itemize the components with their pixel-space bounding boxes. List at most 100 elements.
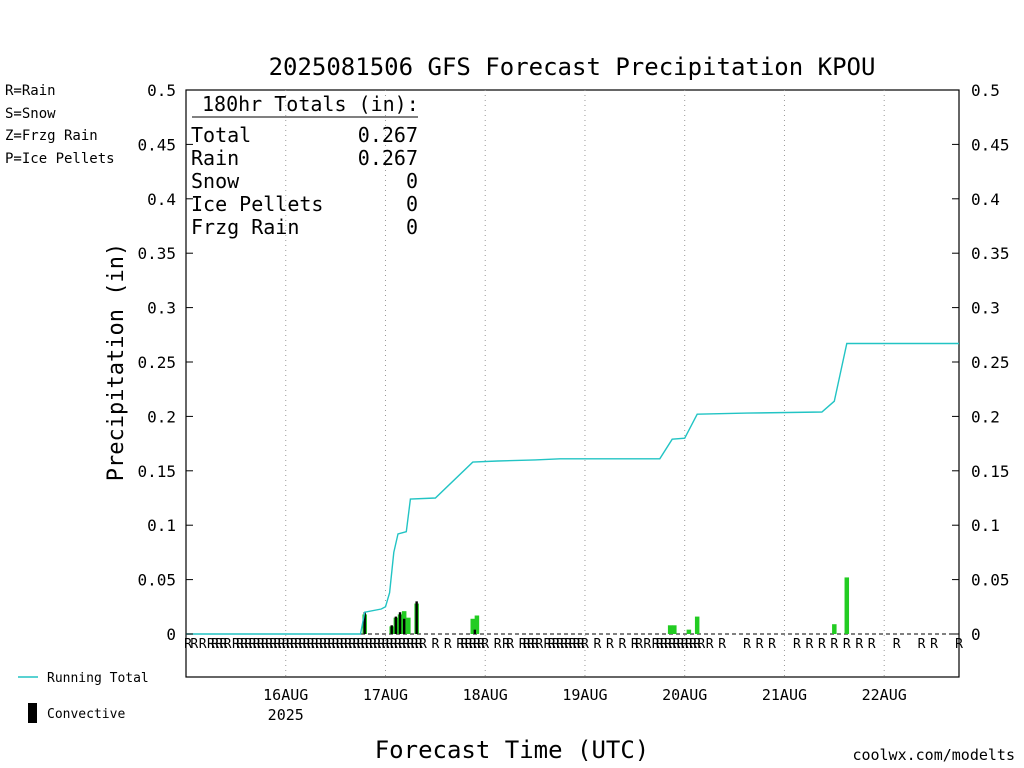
rain-type-marker: R <box>868 637 876 652</box>
rain-type-marker: R <box>373 637 381 652</box>
y-tick-label-right: 0.15 <box>971 462 1010 481</box>
rain-type-marker: R <box>618 637 626 652</box>
rain-type-marker: R <box>398 637 406 652</box>
rain-type-marker: R <box>577 637 585 652</box>
convective-bar <box>415 601 418 634</box>
rain-type-marker: R <box>465 637 473 652</box>
rain-bar <box>832 624 837 634</box>
rain-type-marker: R <box>328 637 336 652</box>
rain-type-marker: R <box>689 637 697 652</box>
totals-value-frzg: 0 <box>406 215 418 239</box>
rain-type-marker: R <box>535 637 543 652</box>
rain-type-marker: R <box>672 637 680 652</box>
rain-type-marker: R <box>199 637 207 652</box>
rain-type-marker: R <box>573 637 581 652</box>
rain-type-marker: R <box>190 637 198 652</box>
totals-value-total: 0.267 <box>358 123 418 147</box>
rain-type-marker: R <box>805 637 813 652</box>
rain-type-marker: R <box>664 637 672 652</box>
x-tick-sublabel: 2025 <box>268 706 304 724</box>
tick-layer: 16AUG 2025 17AUG 18AUG 19AUG 20AUG 21AUG 22AUG 0… <box>137 81 1009 724</box>
x-tick-label: 18AUG <box>463 686 508 704</box>
rain-type-marker: R <box>594 637 602 652</box>
y-tick-label-right: 0 <box>971 625 981 644</box>
totals-value-ice: 0 <box>406 192 418 216</box>
y-tick-label-right: 0.05 <box>971 571 1010 590</box>
rain-type-marker: R <box>332 637 340 652</box>
rain-type-marker: R <box>336 637 344 652</box>
rain-type-marker: R <box>244 637 252 652</box>
convective-bar <box>363 612 366 634</box>
rain-type-marker: R <box>855 637 863 652</box>
rain-type-marker: R <box>184 637 192 652</box>
rain-type-marker: R <box>656 637 664 652</box>
x-tick-label: 16AUG <box>263 686 308 704</box>
rain-type-marker: R <box>282 637 290 652</box>
bar-layer <box>362 577 850 634</box>
rain-type-marker: R <box>265 637 273 652</box>
rain-type-marker: R <box>382 637 390 652</box>
rain-type-marker: R <box>793 637 801 652</box>
totals-box: 180hr Totals (in): Total 0.267 Rain 0.26… <box>191 92 419 239</box>
rain-type-marker: R <box>311 637 319 652</box>
x-tick-label: 17AUG <box>363 686 408 704</box>
rain-type-marker: R <box>556 637 564 652</box>
rain-bar <box>844 577 850 634</box>
rain-type-marker: R <box>407 637 415 652</box>
totals-label-rain: Rain <box>191 146 239 170</box>
rain-type-marker: R <box>635 637 643 652</box>
y-tick-label-left: 0 <box>166 625 176 644</box>
convective-legend-label: Convective <box>47 707 125 722</box>
y-tick-label-right: 0.35 <box>971 244 1010 263</box>
rain-type-marker: R <box>697 637 705 652</box>
rain-type-marker: R <box>477 637 485 652</box>
x-tick-label: 21AUG <box>762 686 807 704</box>
y-tick-label-left: 0.2 <box>147 407 176 426</box>
running-total-line <box>186 342 959 635</box>
rain-type-marker: R <box>469 637 477 652</box>
y-tick-label-left: 0.3 <box>147 299 176 318</box>
rain-type-marker: R <box>365 637 373 652</box>
rain-type-marker: R <box>207 637 215 652</box>
y-tick-label-right: 0.4 <box>971 190 1000 209</box>
rain-type-marker: R <box>394 637 402 652</box>
rain-bar <box>686 629 692 634</box>
rain-bar <box>667 625 673 634</box>
convective-bar <box>402 618 406 634</box>
rain-type-marker: R <box>431 637 439 652</box>
rain-type-marker: R <box>643 637 651 652</box>
rain-type-marker: R <box>527 637 535 652</box>
y-tick-label-left: 0.15 <box>137 462 176 481</box>
line-layer <box>186 342 959 635</box>
rain-type-marker: R <box>531 637 539 652</box>
series-legend: Running Total Convective <box>18 671 149 723</box>
convective-bar <box>394 616 398 634</box>
x-axis-label: Forecast Time (UTC) <box>375 736 650 764</box>
totals-header: 180hr Totals (in): <box>202 92 419 116</box>
rain-type-marker: R <box>257 637 265 652</box>
rain-type-marker: R <box>519 637 527 652</box>
totals-value-snow: 0 <box>406 169 418 193</box>
totals-label-ice: Ice Pellets <box>191 192 323 216</box>
rain-type-marker: R <box>564 637 572 652</box>
rain-type-marker: R <box>361 637 369 652</box>
legend-snow: S=Snow <box>5 106 56 122</box>
rain-type-marker: R <box>660 637 668 652</box>
x-tick-label: 22AUG <box>862 686 907 704</box>
rain-type-marker: R <box>369 637 377 652</box>
rain-type-marker: R <box>718 637 726 652</box>
rain-type-marker: R <box>631 637 639 652</box>
rain-type-marker: R <box>569 637 577 652</box>
rain-type-marker: R <box>211 637 219 652</box>
totals-label-snow: Snow <box>191 169 240 193</box>
y-tick-label-left: 0.5 <box>147 81 176 100</box>
y-tick-label-right: 0.1 <box>971 516 1000 535</box>
rain-type-marker: R <box>352 637 360 652</box>
rain-type-marker: R <box>652 637 660 652</box>
rain-type-marker: R <box>357 637 365 652</box>
rain-type-marker: R <box>319 637 327 652</box>
rain-type-marker: R <box>830 637 838 652</box>
rain-type-marker: R <box>261 637 269 652</box>
precip-type-legend: R=Rain S=Snow Z=Frzg Rain P=Ice Pellets <box>5 83 115 167</box>
